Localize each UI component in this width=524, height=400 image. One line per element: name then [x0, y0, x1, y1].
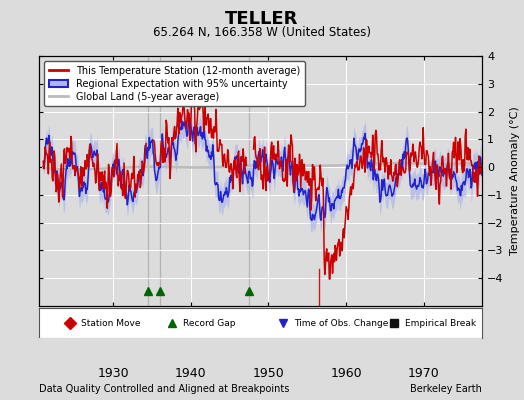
Text: Data Quality Controlled and Aligned at Breakpoints: Data Quality Controlled and Aligned at B…: [39, 384, 290, 394]
Text: Record Gap: Record Gap: [183, 318, 236, 328]
Legend: This Temperature Station (12-month average), Regional Expectation with 95% uncer: This Temperature Station (12-month avera…: [44, 61, 305, 106]
Text: Time of Obs. Change: Time of Obs. Change: [294, 318, 388, 328]
Text: Berkeley Earth: Berkeley Earth: [410, 384, 482, 394]
Text: Empirical Break: Empirical Break: [405, 318, 476, 328]
Text: Station Move: Station Move: [81, 318, 141, 328]
Text: 65.264 N, 166.358 W (United States): 65.264 N, 166.358 W (United States): [153, 26, 371, 39]
Y-axis label: Temperature Anomaly (°C): Temperature Anomaly (°C): [510, 107, 520, 255]
Text: TELLER: TELLER: [225, 10, 299, 28]
